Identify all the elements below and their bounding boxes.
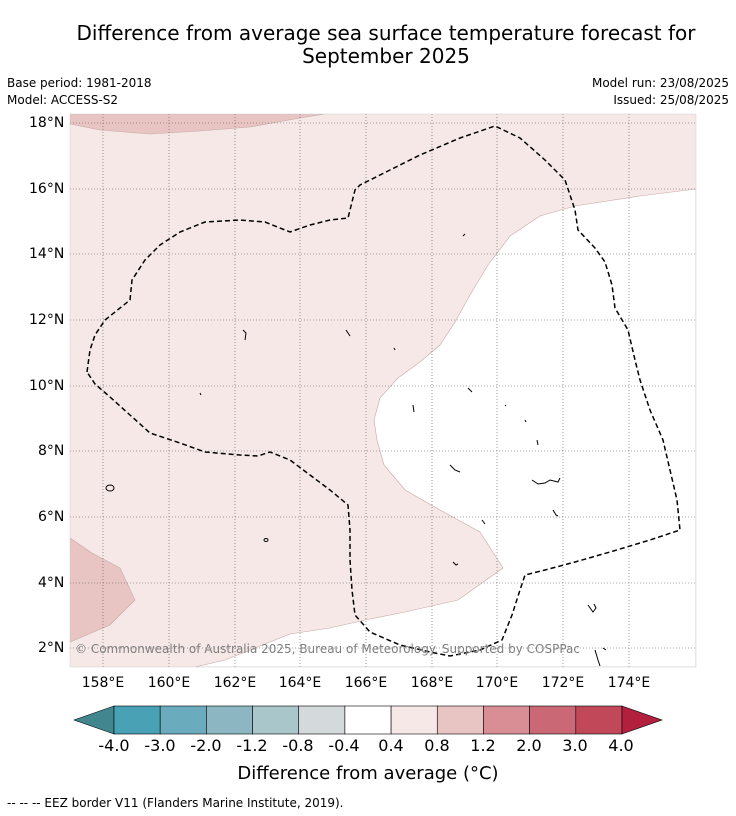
colorbar xyxy=(73,705,663,735)
anomaly-region-0-8-1-2-southwest xyxy=(70,537,136,643)
map-frame xyxy=(69,113,697,668)
colorbar-swatches xyxy=(73,705,663,735)
lon-label-158: 158°E xyxy=(81,675,125,691)
title-line-1: Difference from average sea surface temp… xyxy=(76,21,696,45)
lon-label-160: 160°E xyxy=(147,675,191,691)
anomaly-region-0-8-1-2-north xyxy=(70,114,326,135)
copyright-notice: © Commonwealth of Australia 2025, Bureau… xyxy=(75,642,580,656)
colorbar-extend-low xyxy=(73,705,115,735)
islands xyxy=(105,233,607,667)
title-line-2: September 2025 xyxy=(302,44,470,68)
cb-tick-2: -2.0 xyxy=(190,736,222,755)
lon-label-162: 162°E xyxy=(213,675,257,691)
cb-tick-10: 3.0 xyxy=(562,736,588,755)
colorbar-swatch xyxy=(436,705,484,735)
cb-tick-11: 4.0 xyxy=(608,736,634,755)
base-period: Base period: 1981-2018 xyxy=(7,76,152,90)
colorbar-swatch xyxy=(159,705,207,735)
model-name: Model: ACCESS-S2 xyxy=(7,93,119,107)
cb-tick-6: 0.4 xyxy=(378,736,404,755)
lat-label-12: 12°N xyxy=(29,312,65,328)
anomaly-region-near-normal xyxy=(194,188,696,667)
eez-border xyxy=(86,125,681,657)
graticule xyxy=(70,114,696,667)
meta-right: Model run: 23/08/2025 Issued: 25/08/2025 xyxy=(592,75,729,109)
model-run: Model run: 23/08/2025 xyxy=(591,76,729,90)
colorbar-swatch xyxy=(390,705,438,735)
lon-label-166: 166°E xyxy=(344,675,388,691)
lon-label-170: 170°E xyxy=(475,675,519,691)
cb-tick-4: -0.8 xyxy=(282,736,314,755)
cb-tick-5: -0.4 xyxy=(328,736,360,755)
cb-tick-7: 0.8 xyxy=(424,736,450,755)
lon-label-174: 174°E xyxy=(607,675,651,691)
issued-date: Issued: 25/08/2025 xyxy=(613,93,729,107)
colorbar-swatch xyxy=(529,705,577,735)
eez-legend: -- -- -- EEZ border V11 (Flanders Marine… xyxy=(7,796,344,810)
colorbar-swatch xyxy=(344,705,392,735)
map-area xyxy=(70,114,696,667)
cb-tick-9: 2.0 xyxy=(516,736,542,755)
chart-title: Difference from average sea surface temp… xyxy=(36,22,736,68)
meta-left: Base period: 1981-2018 Model: ACCESS-S2 xyxy=(7,75,152,109)
lat-label-6: 6°N xyxy=(38,509,65,525)
lon-label-164: 164°E xyxy=(278,675,322,691)
colorbar-label: Difference from average (°C) xyxy=(237,763,499,784)
lat-label-8: 8°N xyxy=(38,443,65,459)
colorbar-swatch xyxy=(298,705,346,735)
colorbar-swatch xyxy=(206,705,253,735)
colorbar-swatch xyxy=(113,705,161,735)
lat-label-10: 10°N xyxy=(29,378,65,394)
lon-label-168: 168°E xyxy=(410,675,454,691)
cb-tick-8: 1.2 xyxy=(470,736,496,755)
colorbar-swatch xyxy=(483,705,530,735)
cb-tick-3: -1.2 xyxy=(236,736,268,755)
lat-label-2: 2°N xyxy=(38,640,65,656)
lon-label-172: 172°E xyxy=(541,675,585,691)
lat-label-4: 4°N xyxy=(38,575,65,591)
cb-tick-1: -3.0 xyxy=(144,736,176,755)
colorbar-extend-high xyxy=(621,705,663,735)
colorbar-swatch xyxy=(252,705,300,735)
lat-label-18: 18°N xyxy=(29,115,65,131)
lat-label-14: 14°N xyxy=(29,246,65,262)
lat-label-16: 16°N xyxy=(29,181,65,197)
cb-tick-0: -4.0 xyxy=(98,736,130,755)
colorbar-swatch xyxy=(575,705,623,735)
